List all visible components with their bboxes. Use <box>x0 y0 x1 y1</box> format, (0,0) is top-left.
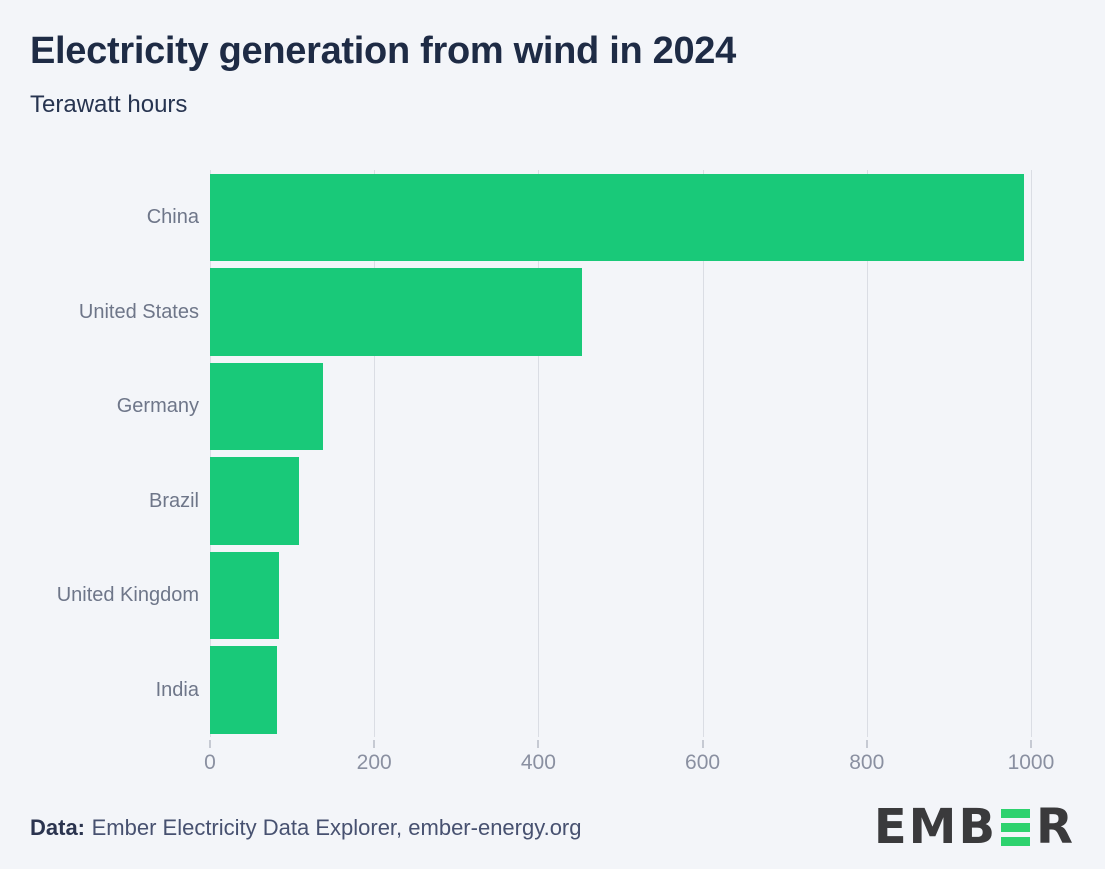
gridline-1000 <box>1030 170 1032 737</box>
category-label-germany: Germany <box>116 395 199 418</box>
category-label-united-kingdom: United Kingdom <box>56 584 199 607</box>
gridline-200 <box>374 170 376 737</box>
category-label-brazil: Brazil <box>148 489 199 512</box>
category-label-united-states: United States <box>78 300 199 323</box>
x-tick-mark-1000 <box>1029 740 1032 748</box>
data-source-text: Ember Electricity Data Explorer, ember-e… <box>91 815 582 840</box>
data-source: Data: Ember Electricity Data Explorer, em… <box>30 815 582 841</box>
x-tick-mark-200 <box>373 740 376 748</box>
x-tick-label-600: 600 <box>685 751 721 774</box>
x-tick-mark-600 <box>701 740 704 748</box>
bar-united-kingdom <box>210 551 279 639</box>
gridline-400 <box>538 170 540 737</box>
ember-logo: EMB R <box>874 801 1075 853</box>
category-label-india: India <box>155 678 199 701</box>
ember-logo-green-bar <box>1001 822 1031 832</box>
ember-logo-green-bar <box>1001 836 1031 846</box>
category-label-china: China <box>146 206 199 229</box>
x-tick-label-0: 0 <box>204 751 216 774</box>
data-source-label: Data: <box>30 815 86 840</box>
ember-logo-green-e-icon <box>1001 808 1031 846</box>
ember-logo-green-bar <box>1001 808 1031 818</box>
x-tick-label-1000: 1000 <box>1007 751 1055 774</box>
x-tick-label-400: 400 <box>520 751 556 774</box>
x-tick-mark-800 <box>865 740 868 748</box>
chart-subtitle: Terawatt hours <box>30 91 188 118</box>
gridline-600 <box>702 170 704 737</box>
bar-brazil <box>210 457 300 545</box>
gridline-0 <box>210 170 211 737</box>
bar-india <box>210 646 278 734</box>
x-tick-mark-400 <box>537 740 540 748</box>
ember-logo-text-emb: EMB <box>873 799 998 855</box>
chart-title: Electricity generation from wind in 2024 <box>30 30 736 72</box>
x-tick-label-800: 800 <box>849 751 885 774</box>
ember-logo-text-r: R <box>1036 799 1075 855</box>
gridline-800 <box>866 170 868 737</box>
x-tick-label-200: 200 <box>356 751 392 774</box>
x-tick-mark-0 <box>209 740 211 748</box>
bar-germany <box>210 362 324 450</box>
bar-united-states <box>210 268 582 356</box>
y-axis-labels: China United States Germany Brazil United Ki… <box>0 170 199 737</box>
bar-china <box>210 173 1025 261</box>
plot-area <box>210 170 1072 737</box>
